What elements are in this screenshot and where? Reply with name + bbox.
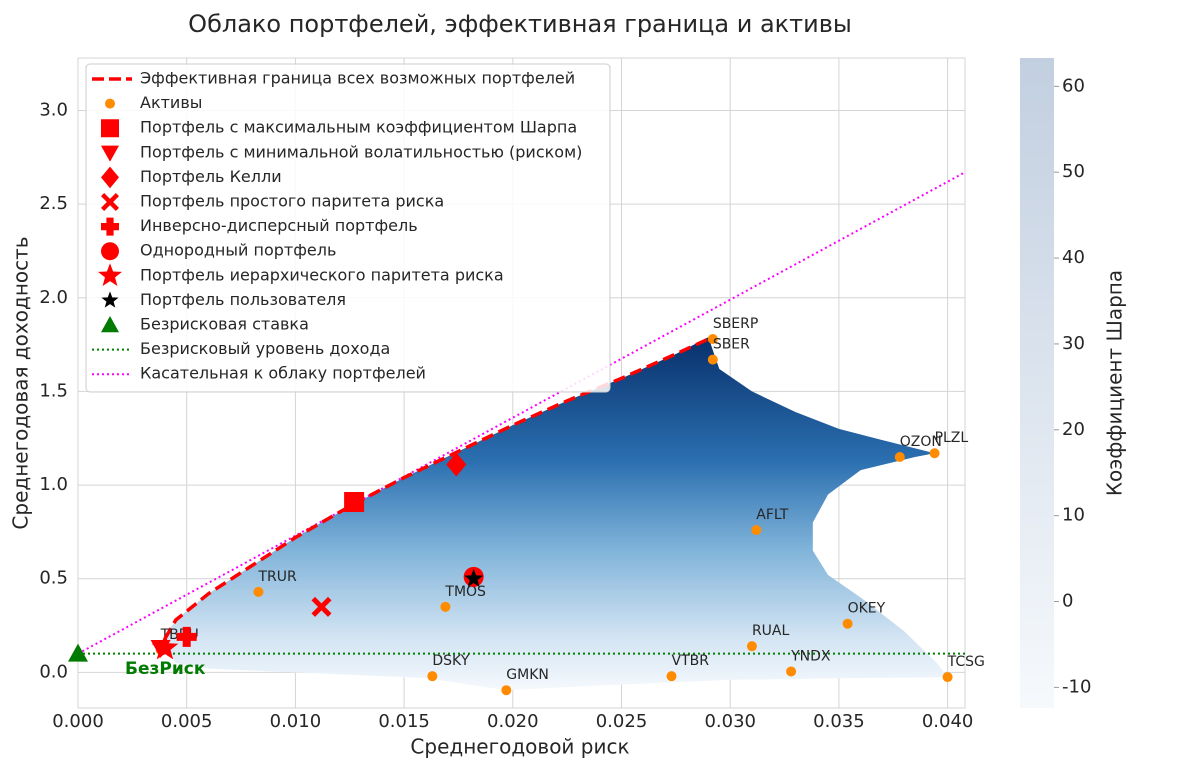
legend-label: Касательная к облаку портфелей <box>140 364 426 383</box>
asset-point <box>253 586 264 597</box>
plot-frame <box>77 57 966 709</box>
y-tick-label: 2.0 <box>39 287 68 308</box>
legend-label: Портфель простого паритета риска <box>140 192 444 211</box>
asset-label: VTBR <box>672 653 710 669</box>
x-tick-label: 0.005 <box>161 711 213 732</box>
x-tick-label: 0.015 <box>378 711 430 732</box>
asset-point <box>666 671 677 682</box>
asset-point <box>942 672 953 683</box>
riskfree-label: БезРиск <box>125 659 206 679</box>
colorbar-tick-label: 30 <box>1062 333 1085 354</box>
asset-label: RUAL <box>752 623 790 639</box>
x-axis-label: Среднегодовой риск <box>410 735 629 759</box>
colorbar-tick-label: 40 <box>1062 247 1085 268</box>
portfolio-marker <box>151 634 179 660</box>
legend-symbol <box>105 98 115 109</box>
legend-box <box>85 63 611 393</box>
x-tick-label: 0.025 <box>596 711 648 732</box>
asset-point <box>427 671 438 682</box>
x-tick-label: 0.035 <box>813 711 865 732</box>
legend-label: Активы <box>140 93 202 112</box>
portfolio-marker <box>446 452 467 477</box>
portfolio-marker <box>464 568 484 587</box>
legend: Эффективная граница всех возможных портф… <box>85 63 611 393</box>
colorbar-tick-label: -10 <box>1062 676 1091 697</box>
x-tick-label: 0.030 <box>704 711 756 732</box>
legend-symbol <box>101 145 119 162</box>
efficient-frontier <box>163 337 710 640</box>
legend-symbol <box>101 217 119 236</box>
legend-symbol <box>101 291 119 308</box>
legend-label: Портфель иерархического паритета риска <box>140 265 504 284</box>
y-tick-label: 3.0 <box>39 99 68 120</box>
y-tick-label: 0.5 <box>39 568 68 589</box>
x-tick-label: 0.000 <box>52 711 104 732</box>
asset-label: DSKY <box>432 653 469 669</box>
asset-label: SBERP <box>713 316 759 332</box>
legend-label: Портфель с минимальной волатильностью (р… <box>140 142 582 161</box>
portfolio-marker <box>68 643 88 662</box>
asset-label: OZON <box>900 434 942 450</box>
asset-point <box>842 618 853 629</box>
legend-label: Безрисковая ставка <box>140 315 309 334</box>
asset-point <box>707 354 718 365</box>
y-tick-label: 1.0 <box>39 474 68 495</box>
y-tick-label: 0.0 <box>39 661 68 682</box>
portfolio-marker <box>176 626 197 647</box>
y-tick-label: 1.5 <box>39 380 68 401</box>
tangent-line <box>77 171 966 655</box>
asset-label: TMOS <box>444 584 486 600</box>
portfolio-marker <box>344 491 365 512</box>
colorbar-tick-label: 50 <box>1062 161 1085 182</box>
legend-label: Инверсно-дисперсный портфель <box>140 216 418 235</box>
asset-point <box>894 451 905 462</box>
asset-point <box>929 448 940 459</box>
x-tick-label: 0.040 <box>922 711 974 732</box>
asset-label: OKEY <box>848 601 886 617</box>
asset-point <box>440 601 451 612</box>
legend-symbol <box>101 193 119 211</box>
portfolio-cloud <box>160 337 948 691</box>
legend-label: Однородный портфель <box>140 241 336 260</box>
legend-label: Эффективная граница всех возможных портф… <box>140 69 575 88</box>
asset-label: YNDX <box>790 648 831 664</box>
colorbar-tick-label: 60 <box>1062 75 1085 96</box>
legend-label: Портфель с максимальным коэффициентом Ша… <box>140 118 577 137</box>
asset-point <box>707 333 718 344</box>
colorbar-label: Коэффициент Шарпа <box>1103 270 1127 496</box>
legend-symbol <box>101 316 119 333</box>
y-tick-label: 2.5 <box>39 193 68 214</box>
x-tick-label: 0.020 <box>487 711 539 732</box>
portfolio-marker <box>311 596 332 617</box>
chart-title: Облако портфелей, эффективная граница и … <box>188 10 852 38</box>
legend-symbol <box>101 119 119 138</box>
asset-label: SBER <box>713 337 750 353</box>
asset-label: TCSG <box>947 654 985 670</box>
y-axis-label: Среднегодовая доходность <box>9 236 33 529</box>
legend-label: Портфель Келли <box>140 167 282 186</box>
legend-symbol <box>101 242 119 261</box>
colorbar-tick-label: 0 <box>1062 591 1073 612</box>
legend-label: Безрисковый уровень дохода <box>140 339 390 358</box>
legend-symbol <box>101 166 119 189</box>
asset-point <box>751 525 762 536</box>
x-tick-label: 0.010 <box>270 711 322 732</box>
legend-symbol <box>98 263 122 286</box>
colorbar <box>1020 58 1054 708</box>
asset-label: TRUR <box>257 569 297 585</box>
colorbar-tick-label: 10 <box>1062 505 1085 526</box>
asset-label: AFLT <box>756 507 789 523</box>
legend-label: Портфель пользователя <box>140 290 346 309</box>
asset-point <box>746 641 757 652</box>
asset-point <box>786 666 797 677</box>
asset-label: GMKN <box>506 667 549 683</box>
colorbar-tick-label: 20 <box>1062 419 1085 440</box>
asset-point <box>501 685 512 696</box>
asset-label: PLZL <box>935 430 969 446</box>
